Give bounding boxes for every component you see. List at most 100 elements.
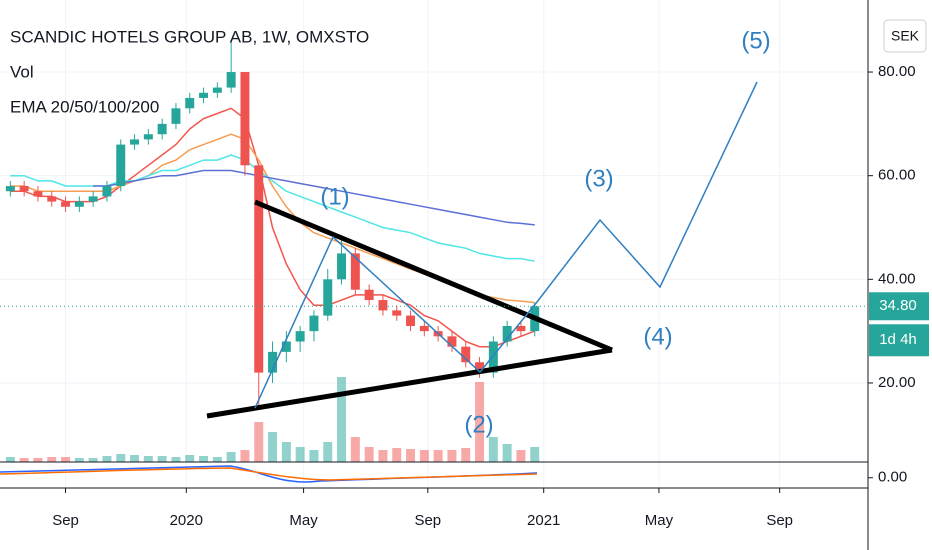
candle-body: [143, 134, 153, 140]
volume-pane: [5, 377, 540, 462]
trendline: [206, 347, 613, 419]
grid: [0, 0, 868, 488]
volume-bar: [33, 458, 43, 462]
wave-label: (4): [643, 323, 672, 350]
volume-bar: [19, 458, 29, 462]
candle-body: [392, 310, 402, 316]
y-tick-label: 40.00: [878, 270, 916, 287]
candle-body: [447, 336, 457, 347]
x-tick-label: 2021: [527, 512, 560, 529]
wave-path: [254, 81, 758, 409]
volume-bar: [88, 458, 98, 462]
candle-body: [19, 186, 29, 192]
x-tick-label: May: [289, 512, 318, 529]
volume-bar: [502, 444, 512, 462]
volume-bar: [364, 447, 374, 462]
candle-body: [61, 201, 71, 207]
candle-body: [475, 362, 485, 373]
ema-line: [10, 107, 535, 348]
x-tick-label: Sep: [414, 512, 441, 529]
volume-bar: [185, 455, 195, 462]
volume-bar: [295, 447, 305, 462]
volume-bar: [378, 450, 388, 462]
candle-body: [488, 341, 498, 373]
candle-body: [406, 315, 416, 326]
countdown-tag: [869, 324, 929, 357]
volume-bar: [143, 456, 153, 462]
y-tick-label: 20.00: [878, 374, 916, 391]
wave-label: (5): [741, 27, 770, 54]
candle-body: [419, 325, 429, 332]
price-label: 34.80: [879, 297, 917, 314]
candle-body: [378, 300, 388, 311]
candle-body: [116, 144, 126, 187]
y-tick-label: 0.00: [878, 469, 907, 486]
candle-body: [364, 289, 374, 301]
wave-label: (2): [464, 411, 493, 438]
candle-body: [157, 123, 167, 135]
candle-body: [240, 72, 250, 166]
candle-body: [5, 186, 15, 192]
candle-body: [74, 201, 84, 207]
volume-bar: [74, 458, 84, 462]
candle-body: [268, 351, 278, 373]
volume-bar: [392, 448, 402, 462]
candle-body: [212, 87, 222, 93]
volume-bar: [212, 457, 222, 462]
volume-bar: [461, 448, 471, 462]
candle-body: [130, 139, 140, 145]
volume-bar: [488, 437, 498, 462]
candle-body: [516, 325, 526, 332]
candle-body: [337, 253, 347, 280]
volume-bar: [226, 452, 236, 462]
candle-body: [226, 72, 236, 88]
wave-label: (1): [320, 183, 349, 210]
candle-body: [199, 92, 209, 98]
ema-lines: [10, 107, 535, 348]
x-tick-label: Sep: [766, 512, 793, 529]
currency-button[interactable]: [883, 19, 927, 53]
volume-bar: [516, 450, 526, 462]
trendline: [254, 199, 613, 353]
volume-bar: [337, 377, 347, 462]
wave-label: (3): [584, 165, 613, 192]
volume-bar: [281, 442, 291, 462]
candle-body: [323, 279, 333, 316]
y-tick-label: 60.00: [878, 167, 916, 184]
candle-body: [47, 196, 57, 202]
candle-body: [171, 108, 181, 124]
volume-bar: [157, 456, 167, 462]
chart-title: SCANDIC HOTELS GROUP AB, 1W, OMXSTO: [10, 27, 369, 46]
volume-bar: [433, 450, 443, 462]
candle-body: [461, 346, 471, 363]
x-tick-label: 2020: [170, 512, 203, 529]
candle-body: [281, 341, 291, 352]
volume-bar: [130, 455, 140, 462]
volume-bar: [268, 432, 278, 462]
volume-bar: [47, 457, 57, 462]
legend-vol: Vol: [10, 62, 34, 81]
candle-body: [88, 196, 98, 202]
candle-body: [102, 186, 112, 197]
signal-line: [0, 467, 538, 481]
volume-bar: [475, 382, 485, 462]
volume-bar: [447, 450, 457, 462]
candle-body: [502, 325, 512, 342]
candle-body: [350, 253, 360, 290]
volume-bar: [323, 442, 333, 462]
y-tick-label: 80.00: [878, 63, 916, 80]
currency[interactable]: SEK: [891, 28, 920, 44]
candle-body: [254, 165, 264, 373]
volume-bar: [309, 450, 319, 462]
candle-body: [295, 331, 305, 342]
volume-bar: [199, 456, 209, 462]
volume-bar: [171, 457, 181, 462]
volume-bar: [102, 456, 112, 462]
volume-bar: [5, 457, 15, 462]
volume-bar: [61, 457, 71, 462]
volume-bar: [254, 422, 264, 462]
axes: 80.00 60.00 40.00 20.00 0.00 Sep 2020 May Sep 202…: [52, 63, 915, 529]
volume-bar: [406, 449, 416, 462]
